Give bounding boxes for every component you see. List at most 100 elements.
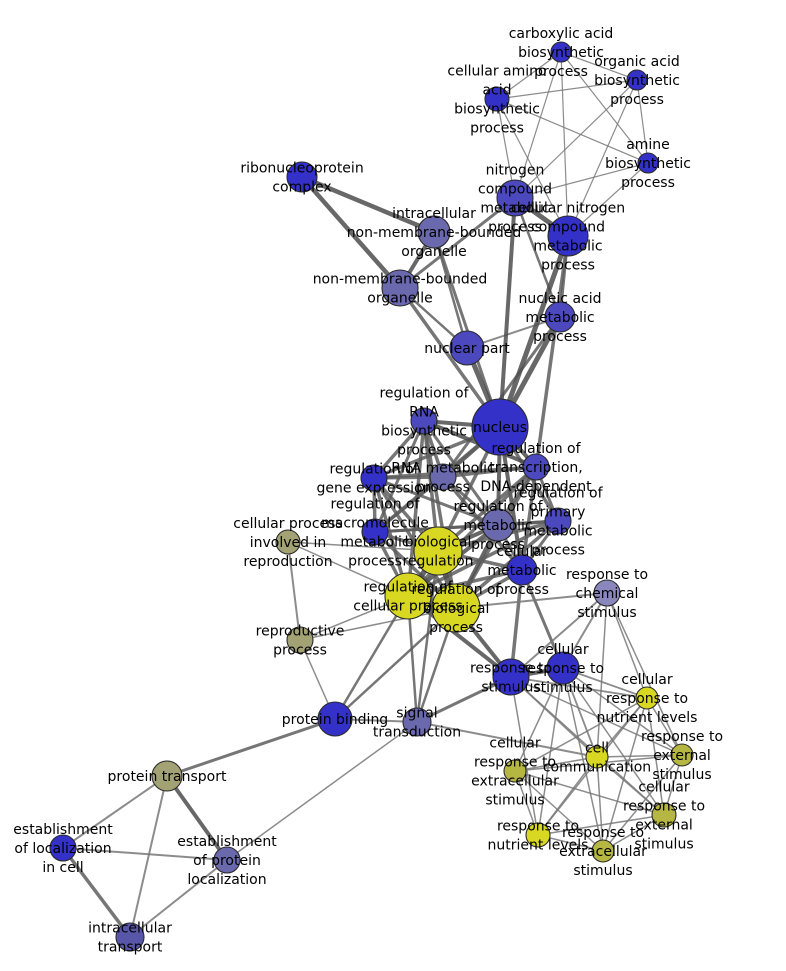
graph-node-establishment-of-localization-in-cell[interactable] xyxy=(49,834,77,862)
graph-node-nitrogen-compound-metabolic-process[interactable] xyxy=(496,179,534,217)
graph-node-cellular-amino-acid-biosynthetic-process[interactable] xyxy=(484,86,510,112)
graph-edge-cellular-response-to-extracellular-stimulus--cell-communication xyxy=(514,756,598,772)
node-circle-intracellular-transport[interactable] xyxy=(115,922,145,952)
graph-node-nuclear-part[interactable] xyxy=(449,330,485,366)
node-circle-cellular-response-to-nutrient-levels[interactable] xyxy=(635,686,659,710)
graph-node-cellular-response-to-external-stimulus[interactable] xyxy=(651,802,677,828)
graph-edge-cellular-response-to-extracellular-stimulus--response-to-extracellular-stimulus xyxy=(514,770,604,852)
node-circle-regulation-of-biological-process[interactable] xyxy=(431,583,481,633)
graph-node-response-to-stimulus[interactable] xyxy=(492,658,530,696)
graph-node-nucleus[interactable] xyxy=(471,398,529,456)
graph-edge-cell-communication--response-to-nutrient-levels xyxy=(537,756,598,836)
node-label-protein-binding: protein binding xyxy=(282,712,388,728)
graph-node-carboxylic-acid-biosynthetic-process[interactable] xyxy=(550,41,572,63)
graph-edge-cellular-response-to-external-stimulus--response-to-nutrient-levels xyxy=(537,814,665,836)
node-circle-response-to-extracellular-stimulus[interactable] xyxy=(591,839,615,863)
graph-edge-regulation-of-cellular-process--protein-binding xyxy=(333,595,410,720)
node-circle-intracellular-non-membrane-bounded-organelle[interactable] xyxy=(417,215,451,249)
node-circle-regulation-of-macromolecule-metabolic-process[interactable] xyxy=(361,518,389,546)
graph-node-non-membrane-bounded-organelle[interactable] xyxy=(381,269,419,307)
graph-edge-carboxylic-acid-biosynthetic-process--organic-acid-biosynthetic-process xyxy=(560,51,638,81)
graph-node-response-to-chemical-stimulus[interactable] xyxy=(593,579,621,607)
node-circle-carboxylic-acid-biosynthetic-process[interactable] xyxy=(550,41,572,63)
graph-node-cellular-process-involved-in-reproduction[interactable] xyxy=(275,529,301,555)
graph-node-signal-transduction[interactable] xyxy=(402,707,432,737)
graph-node-rna-metabolic-process[interactable] xyxy=(429,463,457,491)
node-circle-establishment-of-localization-in-cell[interactable] xyxy=(49,834,77,862)
node-circle-response-to-stimulus[interactable] xyxy=(492,658,530,696)
node-circle-amine-biosynthetic-process[interactable] xyxy=(637,152,659,174)
node-circle-reproductive-process[interactable] xyxy=(286,626,314,654)
graph-node-regulation-of-macromolecule-metabolic-process[interactable] xyxy=(361,518,389,546)
node-circle-ribonucleoprotein-complex[interactable] xyxy=(286,161,318,193)
node-circle-protein-binding[interactable] xyxy=(317,701,353,737)
graph-node-cellular-response-to-extracellular-stimulus[interactable] xyxy=(503,759,527,783)
graph-edge-response-to-chemical-stimulus--cell-communication xyxy=(596,592,608,758)
label-layer: carboxylic acid biosynthetic processcellul… xyxy=(13,26,723,955)
node-circle-cell-communication[interactable] xyxy=(585,745,609,769)
node-circle-regulation-of-primary-metabolic-process[interactable] xyxy=(544,507,572,535)
node-circle-cellular-response-to-extracellular-stimulus[interactable] xyxy=(503,759,527,783)
node-label-regulation-of-cellular-process: regulation of cellular process xyxy=(353,580,462,615)
graph-node-establishment-of-protein-localization[interactable] xyxy=(213,846,241,874)
node-circle-organic-acid-biosynthetic-process[interactable] xyxy=(626,69,648,91)
node-circle-regulation-of-rna-biosynthetic-process[interactable] xyxy=(410,407,438,435)
graph-node-regulation-of-transcription-dna-dependent[interactable] xyxy=(522,453,550,481)
graph-node-cellular-nitrogen-compound-metabolic-process[interactable] xyxy=(547,215,589,257)
graph-node-protein-transport[interactable] xyxy=(151,760,183,792)
node-circle-biological-regulation[interactable] xyxy=(413,526,463,576)
graph-node-amine-biosynthetic-process[interactable] xyxy=(637,152,659,174)
node-circle-nucleic-acid-metabolic-process[interactable] xyxy=(544,301,576,333)
graph-node-nucleic-acid-metabolic-process[interactable] xyxy=(544,301,576,333)
graph-node-regulation-of-biological-process[interactable] xyxy=(431,583,481,633)
graph-node-reproductive-process[interactable] xyxy=(286,626,314,654)
graph-node-biological-regulation[interactable] xyxy=(413,526,463,576)
graph-node-organic-acid-biosynthetic-process[interactable] xyxy=(626,69,648,91)
node-circle-response-to-chemical-stimulus[interactable] xyxy=(593,579,621,607)
node-circle-nitrogen-compound-metabolic-process[interactable] xyxy=(496,179,534,217)
graph-node-response-to-extracellular-stimulus[interactable] xyxy=(591,839,615,863)
graph-edge-rna-metabolic-process--regulation-of-transcription-dna-dependent xyxy=(442,465,537,479)
node-circle-regulation-of-metabolic-process[interactable] xyxy=(481,508,515,542)
node-label-cellular-nitrogen-compound-metabolic-process: cellular nitrogen compound metabolic proces… xyxy=(511,201,625,274)
graph-node-regulation-of-gene-expression[interactable] xyxy=(360,464,388,492)
node-circle-signal-transduction[interactable] xyxy=(402,707,432,737)
graph-node-cellular-metabolic-process[interactable] xyxy=(506,554,538,586)
graph-node-regulation-of-primary-metabolic-process[interactable] xyxy=(544,507,572,535)
node-circle-response-to-nutrient-levels[interactable] xyxy=(525,822,551,848)
node-circle-cellular-metabolic-process[interactable] xyxy=(506,554,538,586)
graph-node-regulation-of-metabolic-process[interactable] xyxy=(481,508,515,542)
graph-node-intracellular-non-membrane-bounded-organelle[interactable] xyxy=(417,215,451,249)
graph-node-cellular-response-to-stimulus[interactable] xyxy=(546,651,580,685)
node-circle-regulation-of-transcription-dna-dependent[interactable] xyxy=(522,453,550,481)
node-circle-regulation-of-cellular-process[interactable] xyxy=(384,572,432,620)
node-circle-cellular-response-to-external-stimulus[interactable] xyxy=(651,802,677,828)
node-label-response-to-external-stimulus: response to external stimulus xyxy=(641,729,723,783)
graph-node-protein-binding[interactable] xyxy=(317,701,353,737)
node-circle-response-to-external-stimulus[interactable] xyxy=(670,743,694,767)
node-label-biological-regulation: biological regulation xyxy=(402,535,473,570)
graph-node-ribonucleoprotein-complex[interactable] xyxy=(286,161,318,193)
node-circle-non-membrane-bounded-organelle[interactable] xyxy=(381,269,419,307)
graph-node-regulation-of-cellular-process[interactable] xyxy=(384,572,432,620)
node-circle-rna-metabolic-process[interactable] xyxy=(429,463,457,491)
node-circle-cellular-response-to-stimulus[interactable] xyxy=(546,651,580,685)
graph-node-intracellular-transport[interactable] xyxy=(115,922,145,952)
graph-node-response-to-external-stimulus[interactable] xyxy=(670,743,694,767)
graph-node-response-to-nutrient-levels[interactable] xyxy=(525,822,551,848)
node-circle-cellular-process-involved-in-reproduction[interactable] xyxy=(275,529,301,555)
graph-node-regulation-of-rna-biosynthetic-process[interactable] xyxy=(410,407,438,435)
node-circle-cellular-amino-acid-biosynthetic-process[interactable] xyxy=(484,86,510,112)
node-circle-cellular-nitrogen-compound-metabolic-process[interactable] xyxy=(547,215,589,257)
graph-edge-ribonucleoprotein-complex--non-membrane-bounded-organelle xyxy=(300,175,402,290)
node-circle-protein-transport[interactable] xyxy=(151,760,183,792)
graph-node-cellular-response-to-nutrient-levels[interactable] xyxy=(635,686,659,710)
node-circle-nucleus[interactable] xyxy=(471,398,529,456)
node-circle-establishment-of-protein-localization[interactable] xyxy=(213,846,241,874)
node-label-nitrogen-compound-metabolic-process: nitrogen compound metabolic process xyxy=(478,163,552,236)
graph-edge-response-to-chemical-stimulus--response-to-external-stimulus xyxy=(606,592,683,756)
graph-node-cell-communication[interactable] xyxy=(585,745,609,769)
node-circle-nuclear-part[interactable] xyxy=(449,330,485,366)
node-circle-regulation-of-gene-expression[interactable] xyxy=(360,464,388,492)
node-label-cellular-response-to-external-stimulus: cellular response to external stimulus xyxy=(623,780,705,853)
